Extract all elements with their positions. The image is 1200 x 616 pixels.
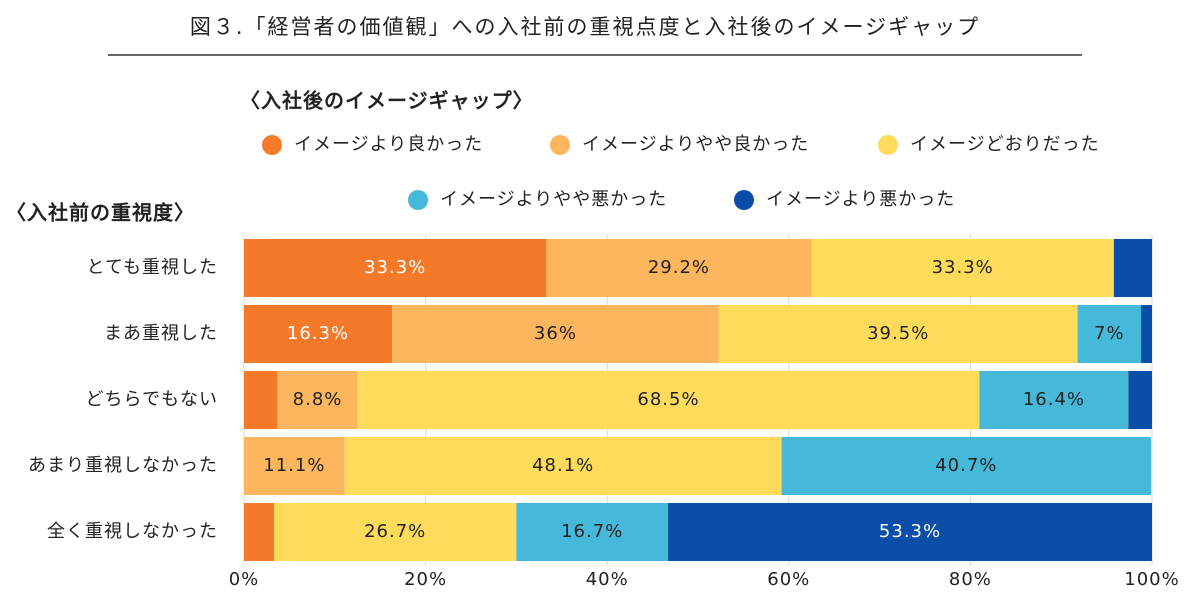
legend-marker — [550, 135, 570, 155]
legend-marker — [734, 190, 754, 210]
bar-segment — [1077, 305, 1142, 363]
bar-segment — [244, 239, 547, 297]
bar-segment — [244, 503, 274, 561]
y-tick-label: とても重視した — [86, 257, 218, 278]
data-label: 29.2% — [648, 257, 710, 278]
y-axis-label: 〈入社前の重視度〉 — [6, 201, 195, 225]
data-label: 16.3% — [287, 323, 349, 344]
bar-segment — [392, 305, 719, 363]
data-label: 26.7% — [364, 521, 426, 542]
data-label: 8.8% — [293, 389, 343, 410]
y-tick-label: どちらでもない — [86, 389, 218, 410]
data-label: 11.1% — [263, 455, 325, 476]
bar-segment — [811, 239, 1114, 297]
y-tick-label: まあ重視した — [104, 323, 218, 344]
data-label: 53.3% — [879, 521, 941, 542]
bar-segment — [781, 437, 1152, 495]
bar-segment — [244, 437, 345, 495]
data-label: 48.1% — [532, 455, 594, 476]
legend-marker — [878, 135, 898, 155]
data-label: 33.3% — [364, 257, 426, 278]
x-tick-label: 0% — [229, 569, 260, 590]
bar-segment — [277, 371, 358, 429]
bar-segment — [1141, 305, 1152, 363]
data-label: 39.5% — [867, 323, 929, 344]
bar-segment — [1113, 239, 1152, 297]
bar-segment — [244, 305, 393, 363]
x-tick-label: 60% — [767, 569, 810, 590]
legend-marker — [262, 135, 282, 155]
bar-segment — [546, 239, 812, 297]
x-tick-label: 100% — [1124, 569, 1179, 590]
legend-label: イメージどおりだった — [910, 134, 1100, 155]
bar-segment — [273, 503, 517, 561]
legend-label: イメージよりやや良かった — [582, 134, 809, 155]
bar-segment — [357, 371, 980, 429]
bar-segment — [979, 371, 1129, 429]
legend-label: イメージより悪かった — [766, 189, 955, 210]
legend-title: 〈入社後のイメージギャップ〉 — [240, 89, 534, 113]
legend-label: イメージよりやや悪かった — [440, 189, 667, 210]
data-label: 16.4% — [1023, 389, 1085, 410]
legend-label: イメージより良かった — [294, 134, 483, 155]
data-label: 7% — [1094, 323, 1125, 344]
y-tick-label: 全く重視しなかった — [47, 521, 218, 542]
x-tick-label: 40% — [586, 569, 629, 590]
x-tick-label: 20% — [404, 569, 447, 590]
chart-title: 図３.「経営者の価値観」への入社前の重視点度と入社後のイメージギャップ — [190, 15, 980, 39]
bar-segment — [516, 503, 669, 561]
y-tick-label: あまり重視しなかった — [28, 455, 218, 476]
data-label: 16.7% — [561, 521, 623, 542]
x-tick-label: 80% — [949, 569, 992, 590]
data-label: 36% — [534, 323, 577, 344]
bar-segment — [1128, 371, 1152, 429]
data-label: 68.5% — [637, 389, 699, 410]
bar-segment — [344, 437, 782, 495]
data-label: 40.7% — [935, 455, 997, 476]
bar-segment — [718, 305, 1078, 363]
legend-marker — [408, 190, 428, 210]
data-label: 33.3% — [932, 257, 994, 278]
bar-segment — [668, 503, 1152, 561]
bar-segment — [244, 371, 278, 429]
